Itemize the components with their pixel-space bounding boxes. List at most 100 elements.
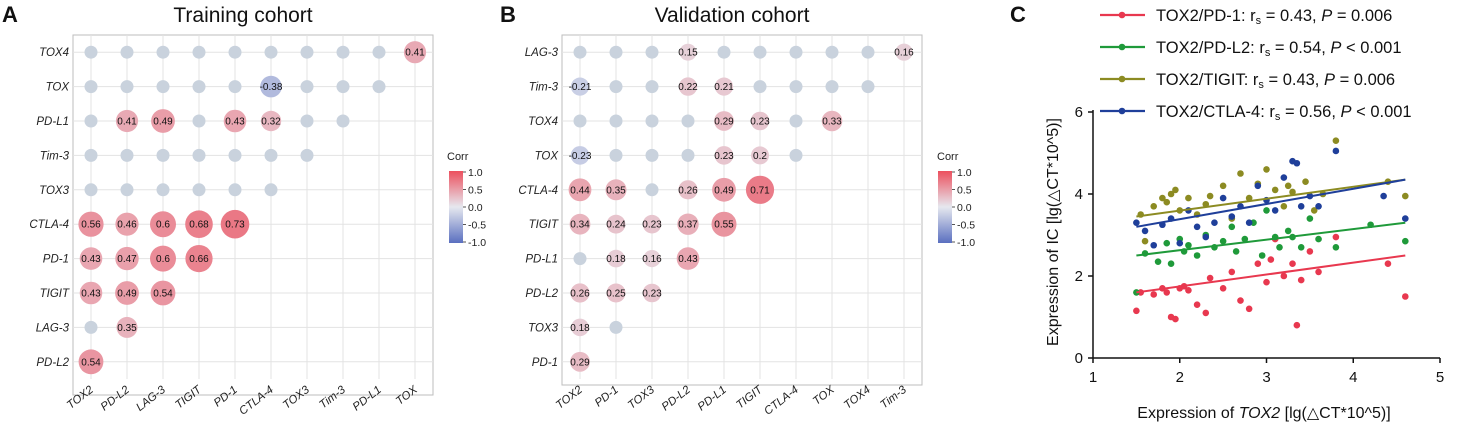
c-point-tox2-tigit (1172, 186, 1179, 194)
b-cell-value: 0.15 (678, 48, 698, 59)
a-cell-value: -0.38 (260, 82, 283, 93)
c-point-tox2-ctla-4 (1133, 219, 1140, 226)
b-cell-empty (681, 114, 695, 128)
c-legend-p: P (1321, 7, 1332, 25)
panel-c-ticks: 1 2 3 4 5 0 2 4 6 (1075, 104, 1445, 386)
c-point-tox2-tigit (1402, 192, 1409, 200)
c-point-tox2-pd-1 (1237, 297, 1244, 304)
b-cell-tim-3-pd-l2 (678, 77, 698, 96)
b-col-label-tox3: TOX3 (626, 384, 657, 412)
b-cell-value: 0.18 (570, 323, 590, 334)
a-legend-tick-label: 0.0 (468, 202, 483, 214)
c-point-tox2-pd-l2 (1193, 252, 1201, 259)
c-legend-tail: = 0.006 (1332, 7, 1392, 25)
b-cell-tigit-tox3 (642, 214, 662, 234)
panel-b-legend-title: Corr (937, 151, 959, 163)
b-cell-pd-l2-tox3 (642, 283, 662, 303)
a-cell-empty (264, 183, 278, 197)
b-cell-tigit-pd-l2 (677, 213, 699, 235)
a-cell-ctla-4-lag-3 (150, 211, 176, 238)
panel-a-legend: Corr 1.0 0.5 0.0 -0.5 -1.0 (447, 151, 486, 249)
c-point-tox2-pd-1 (1150, 291, 1158, 298)
a-cell-empty (120, 183, 134, 197)
a-cell-value: 0.46 (117, 220, 137, 231)
b-cell-value: 0.23 (642, 220, 662, 231)
a-row-label-pd-1: PD-1 (43, 254, 69, 266)
a-cell-empty (228, 148, 242, 162)
b-cell-empty (609, 148, 623, 162)
b-cell-empty (645, 80, 659, 94)
c-legend-mid: = 0.56, (1280, 103, 1340, 121)
b-cell-empty (573, 45, 587, 59)
a-col-label-pd-1: PD-1 (212, 384, 240, 410)
b-cell-tox4-tigit (750, 111, 770, 131)
b-cell-empty (609, 45, 623, 59)
b-cell-empty (753, 80, 767, 94)
c-point-tox2-ctla-4 (1141, 227, 1149, 235)
a-cell-pd-l1-lag-3 (151, 109, 175, 133)
c-point-tox2-pd-1 (1289, 260, 1296, 268)
b-cell-empty (717, 45, 731, 59)
b-cell-value: 0.16 (894, 48, 914, 59)
c-legend-prefix: TOX2/PD-L2: r (1156, 39, 1265, 57)
b-cell-lag-3-pd-l2 (679, 43, 697, 61)
b-cell-empty (645, 45, 659, 59)
b-cell-value: 0.71 (750, 185, 770, 196)
b-cell-value: 0.37 (678, 220, 698, 231)
b-cell-tox3-tox2 (571, 318, 589, 337)
c-legend-sub: s (1265, 47, 1271, 59)
panel-a-letter: A (2, 2, 18, 27)
c-point-tox2-tigit (1332, 137, 1340, 144)
c-point-tox2-pd-l2 (1402, 237, 1409, 245)
c-fit-line-tox2-tigit (1136, 178, 1406, 218)
c-point-tox2-pd-1 (1202, 309, 1210, 317)
a-legend-tick-label: 1.0 (468, 167, 483, 179)
a-row-label-pd-l2: PD-L2 (36, 357, 69, 369)
c-point-tox2-pd-l2 (1219, 237, 1227, 245)
a-cell-value: 0.41 (117, 117, 137, 128)
b-cell-tox-pd-l1 (714, 146, 734, 165)
c-x-tick-label: 4 (1349, 369, 1357, 386)
c-point-tox2-pd-l2 (1185, 241, 1192, 249)
c-legend-prefix: TOX2/PD-1: r (1156, 7, 1256, 25)
b-col-label-pd-l1: PD-L1 (696, 384, 729, 414)
a-col-label-pd-l1: PD-L1 (351, 384, 384, 414)
b-cell-empty (825, 45, 839, 59)
a-cell-empty (192, 114, 206, 128)
panel-b-frame (561, 34, 923, 386)
b-cell-value: 0.55 (714, 220, 734, 231)
c-fit-line-tox2-pd-l2 (1136, 221, 1406, 257)
b-col-label-tigit: TIGIT (734, 383, 765, 411)
b-cell-empty (789, 114, 803, 128)
b-cell-value: 0.21 (714, 82, 734, 93)
c-point-tox2-ctla-4 (1176, 239, 1184, 247)
c-point-tox2-pd-l2 (1163, 239, 1171, 247)
b-cell-value: -0.23 (569, 151, 592, 162)
a-cell-empty (84, 114, 98, 128)
c-legend-sub: s (1275, 111, 1281, 123)
panel-c-x-label-prefix: Expression of (1137, 405, 1238, 422)
b-cell-value: 0.26 (678, 185, 698, 196)
a-cell-ctla-4-pd-l2 (115, 212, 139, 236)
c-point-tox2-ctla-4 (1254, 182, 1262, 190)
panel-c-legend: TOX2/PD-1: rs = 0.43, P = 0.006TOX2/PD-L… (1100, 7, 1412, 123)
c-legend-label-tox2-ctla-4: TOX2/CTLA-4: rs = 0.56, P < 0.001 (1156, 103, 1412, 123)
a-cell-empty (300, 45, 314, 59)
b-cell-value: 0.23 (714, 151, 734, 162)
panel-c-y-label: Expression of IC [lg(△CT*10^5)] (1045, 118, 1062, 346)
a-cell-pd-l1-pd-1 (223, 109, 247, 133)
c-point-tox2-pd-1 (1402, 293, 1409, 300)
c-point-tox2-tigit (1284, 182, 1292, 190)
c-point-tox2-pd-1 (1245, 305, 1253, 313)
b-row-label-pd-l1: PD-L1 (525, 254, 558, 266)
panel-a-legend-ticks: 1.0 0.5 0.0 -0.5 -1.0 (463, 167, 486, 249)
b-col-label-tox4: TOX4 (842, 384, 873, 412)
a-cell-pd-l2-tox2 (78, 349, 104, 375)
b-cell-value: 0.24 (606, 220, 626, 231)
a-row-label-pd-l1: PD-L1 (36, 116, 69, 128)
c-point-tox2-pd-1 (1193, 301, 1201, 309)
a-cell-empty (228, 183, 242, 197)
a-cell-value: 0.41 (405, 48, 425, 59)
a-cell-empty (84, 183, 98, 197)
a-col-label-tox2: TOX2 (65, 384, 96, 412)
